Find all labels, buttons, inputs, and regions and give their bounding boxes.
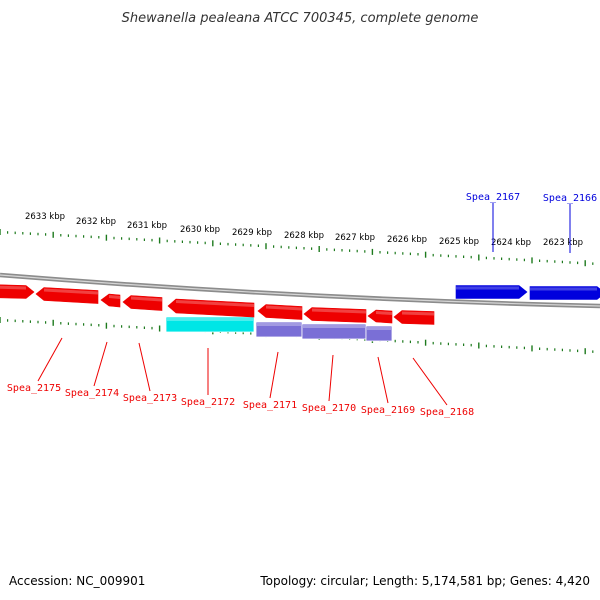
gene-arrow-reverse-sheen bbox=[266, 305, 302, 311]
cds-track bbox=[165, 316, 393, 342]
gene-arrow-forward-sheen bbox=[530, 287, 597, 291]
ruler-tick-label: 2632 kbp bbox=[76, 217, 116, 227]
gene-arrow-forward-sheen bbox=[456, 286, 519, 290]
gene-arrow-reverse-sheen bbox=[176, 300, 254, 307]
gene-arrow-reverse-sheen bbox=[109, 295, 120, 299]
gene-arrow-reverse bbox=[167, 298, 255, 318]
ruler-tick-label: 2633 kbp bbox=[25, 212, 65, 222]
gene-label-reverse: Spea_2175 bbox=[7, 383, 61, 394]
backbone-highlight bbox=[0, 274, 600, 307]
accession-text: Accession: NC_009901 bbox=[9, 574, 146, 588]
gene-label-forward: Spea_2166 bbox=[543, 193, 597, 204]
gene-label-forward: Spea_2167 bbox=[466, 192, 520, 203]
gene-leader-line bbox=[328, 354, 334, 402]
gene-leader-line bbox=[93, 341, 108, 387]
gene-label-reverse: Spea_2168 bbox=[420, 407, 474, 418]
gene-leader-line bbox=[269, 351, 279, 399]
gene-leader-line bbox=[412, 357, 448, 406]
outer-ruler bbox=[0, 229, 594, 267]
cds-bar-purple-sheen bbox=[367, 327, 391, 330]
ruler-tick-label: 2629 kbp bbox=[232, 228, 272, 238]
gene-label-reverse: Spea_2169 bbox=[361, 405, 415, 416]
ruler-tick-label: 2624 kbp bbox=[491, 238, 531, 248]
gene-arrow-reverse-sheen bbox=[312, 308, 366, 314]
gene-leader-line bbox=[377, 356, 389, 404]
cds-bar-purple bbox=[365, 325, 393, 342]
gene-arrow-reverse bbox=[100, 293, 121, 308]
genome-summary-text: Topology: circular; Length: 5,174,581 bp… bbox=[260, 574, 590, 588]
gene-label-reverse: Spea_2174 bbox=[65, 388, 119, 399]
gene-arrow-reverse bbox=[122, 295, 163, 311]
ruler-tick-label: 2631 kbp bbox=[127, 221, 167, 231]
gene-label-reverse: Spea_2170 bbox=[302, 403, 356, 414]
gene-arrow-reverse bbox=[257, 304, 303, 320]
gene-arrow-reverse bbox=[367, 309, 393, 324]
gene-labels: Spea_2175 Spea_2174 Spea_2173 Spea_2172 Spea… bbox=[7, 192, 597, 418]
ruler-tick-label: 2630 kbp bbox=[180, 225, 220, 235]
gene-track bbox=[0, 284, 600, 325]
gene-arrow-reverse-sheen bbox=[131, 296, 162, 302]
gene-arrow-reverse-sheen bbox=[402, 311, 434, 316]
ruler-tick-label: 2626 kbp bbox=[387, 235, 427, 245]
gene-arrow-reverse-sheen bbox=[376, 311, 392, 315]
ruler-tick-label: 2628 kbp bbox=[284, 231, 324, 241]
gene-arrow-reverse bbox=[393, 310, 435, 325]
cds-bar-purple-sheen bbox=[303, 325, 365, 328]
ruler-tick-label: 2627 kbp bbox=[335, 233, 375, 243]
gene-arrow-reverse bbox=[0, 284, 35, 299]
gene-arrow-reverse bbox=[35, 287, 99, 304]
ruler-tick-labels: 2633 kbp 2632 kbp 2631 kbp 2630 kbp 2629 kbp… bbox=[25, 212, 583, 248]
gene-label-reverse: Spea_2172 bbox=[181, 397, 235, 408]
cds-bar-cyan-sheen bbox=[167, 318, 253, 321]
gene-label-reverse: Spea_2173 bbox=[123, 393, 177, 404]
gene-label-reverse: Spea_2171 bbox=[243, 400, 297, 411]
gene-arrow-reverse-sheen bbox=[44, 288, 98, 295]
gene-arrow-reverse bbox=[303, 307, 367, 323]
gene-arrow-forward bbox=[455, 285, 528, 299]
cds-bar-cyan bbox=[165, 316, 255, 333]
genome-backbone bbox=[0, 272, 600, 309]
ruler-tick-label: 2625 kbp bbox=[439, 237, 479, 247]
gene-leader-line bbox=[37, 337, 63, 382]
map-title: Shewanella pealeana ATCC 700345, complet… bbox=[122, 11, 479, 26]
cds-bar-purple-sheen bbox=[257, 323, 301, 326]
gene-arrow-forward bbox=[529, 286, 600, 300]
gene-arrow-reverse-sheen bbox=[0, 285, 26, 290]
gene-leader-line bbox=[138, 342, 151, 392]
ruler-tick-label: 2623 kbp bbox=[543, 238, 583, 248]
